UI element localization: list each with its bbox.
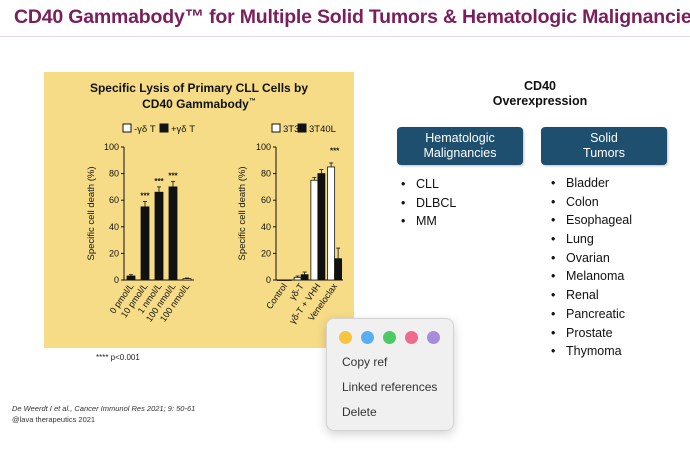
y-tick-label: 100 [256,142,271,152]
red-dot[interactable] [405,331,418,344]
legend-label: 3T40L [309,124,336,135]
bar [140,206,150,281]
bar [300,274,309,281]
heme-label-line1: Hematologic [425,131,495,145]
bar [154,191,164,281]
bar [293,276,302,281]
legend-swatch [122,123,132,133]
bar [283,279,292,281]
y-tick-label: 100 [104,142,119,152]
hematologic-malignancies-box: Hematologic Malignancies [397,127,523,165]
y-tick-label: 20 [109,248,119,258]
slide-title: CD40 Gammabody™ for Multiple Solid Tumor… [14,6,690,28]
significance-label: *** [154,177,164,186]
solid-tumors-box: Solid Tumors [541,127,667,165]
context-menu: Copy ref Linked references Delete [326,318,454,431]
legend-swatch [297,123,307,133]
list-item: Lung [548,230,632,249]
citation: De Weerdt I et al., Cancer Immunol Res 2… [12,404,196,413]
bar [276,279,285,281]
expression-heading-line2: Overexpression [492,94,588,108]
copy-ref-menu-item[interactable]: Copy ref [342,355,388,369]
bar [334,258,343,281]
solid-list: Bladder Colon Esophageal Lung Ovarian Me… [548,174,632,361]
significance-label: *** [330,146,340,155]
bar [327,166,336,281]
heme-label-line2: Malignancies [423,146,497,160]
legend-label: -γδ T [134,124,156,135]
list-item: Pancreatic [548,305,632,324]
significance-label: *** [140,192,150,201]
y-tick-label: 60 [261,195,271,205]
y-tick-label: 60 [109,195,119,205]
y-tick-label: 0 [266,275,271,285]
title-divider [0,36,690,37]
heme-list: CLL DLBCL MM [398,175,456,231]
chart-title-line2: CD40 Gammabody™ [44,95,354,111]
green-dot[interactable] [383,331,396,344]
list-item: Bladder [548,174,632,193]
copyright: @lava therapeutics 2021 [12,415,96,424]
y-tick-label: 0 [114,275,119,285]
trademark-mark: ™ [248,98,256,105]
bar [317,173,326,281]
blue-dot[interactable] [361,331,374,344]
list-item: Melanoma [548,267,632,286]
expression-heading-line1: CD40 [524,79,556,93]
expression-heading: CD40 Overexpression [490,79,590,109]
legend-swatch [271,123,281,133]
list-item: Ovarian [548,249,632,268]
y-tick-label: 20 [261,248,271,258]
list-item: Renal [548,286,632,305]
purple-dot[interactable] [427,331,440,344]
bar [168,186,178,281]
list-item: Colon [548,193,632,212]
significance-label: *** [168,172,178,181]
chart-panel: Specific Lysis of Primary CLL Cells by C… [44,72,354,348]
solid-label-line1: Solid [590,131,618,145]
legend-label: +γδ T [171,124,195,135]
linked-references-menu-item[interactable]: Linked references [342,380,438,394]
delete-menu-item[interactable]: Delete [342,405,377,419]
y-axis-label: Specific cell death (%) [237,167,248,261]
list-item: Esophageal [548,211,632,230]
chart-title-line2-text: CD40 Gammabody [142,97,249,111]
lysis-charts: 0 20 40 60 80 100 Specific cell death (%) -γδ T… [86,123,343,326]
significance-note: **** p<0.001 [96,353,140,362]
chart-title: Specific Lysis of Primary CLL Cells by C… [44,81,354,111]
y-tick-label: 40 [109,222,119,232]
y-tick-label: 80 [261,169,271,179]
chart-title-line1: Specific Lysis of Primary CLL Cells by [89,81,309,95]
bar [310,179,319,281]
y-tick-label: 80 [109,169,119,179]
list-item: DLBCL [398,194,456,213]
list-item: Prostate [548,324,632,343]
yellow-dot[interactable] [339,331,352,344]
x-tick-label: Control [264,281,289,311]
solid-label-line2: Tumors [583,146,625,160]
y-axis-label: Specific cell death (%) [86,167,97,261]
legend-label: 3T3 [283,124,299,135]
bar [182,278,192,281]
list-item: Thymoma [548,342,632,361]
bar [126,275,136,281]
legend-swatch [159,123,169,133]
list-item: MM [398,212,456,231]
list-item: CLL [398,175,456,194]
y-tick-label: 40 [261,222,271,232]
